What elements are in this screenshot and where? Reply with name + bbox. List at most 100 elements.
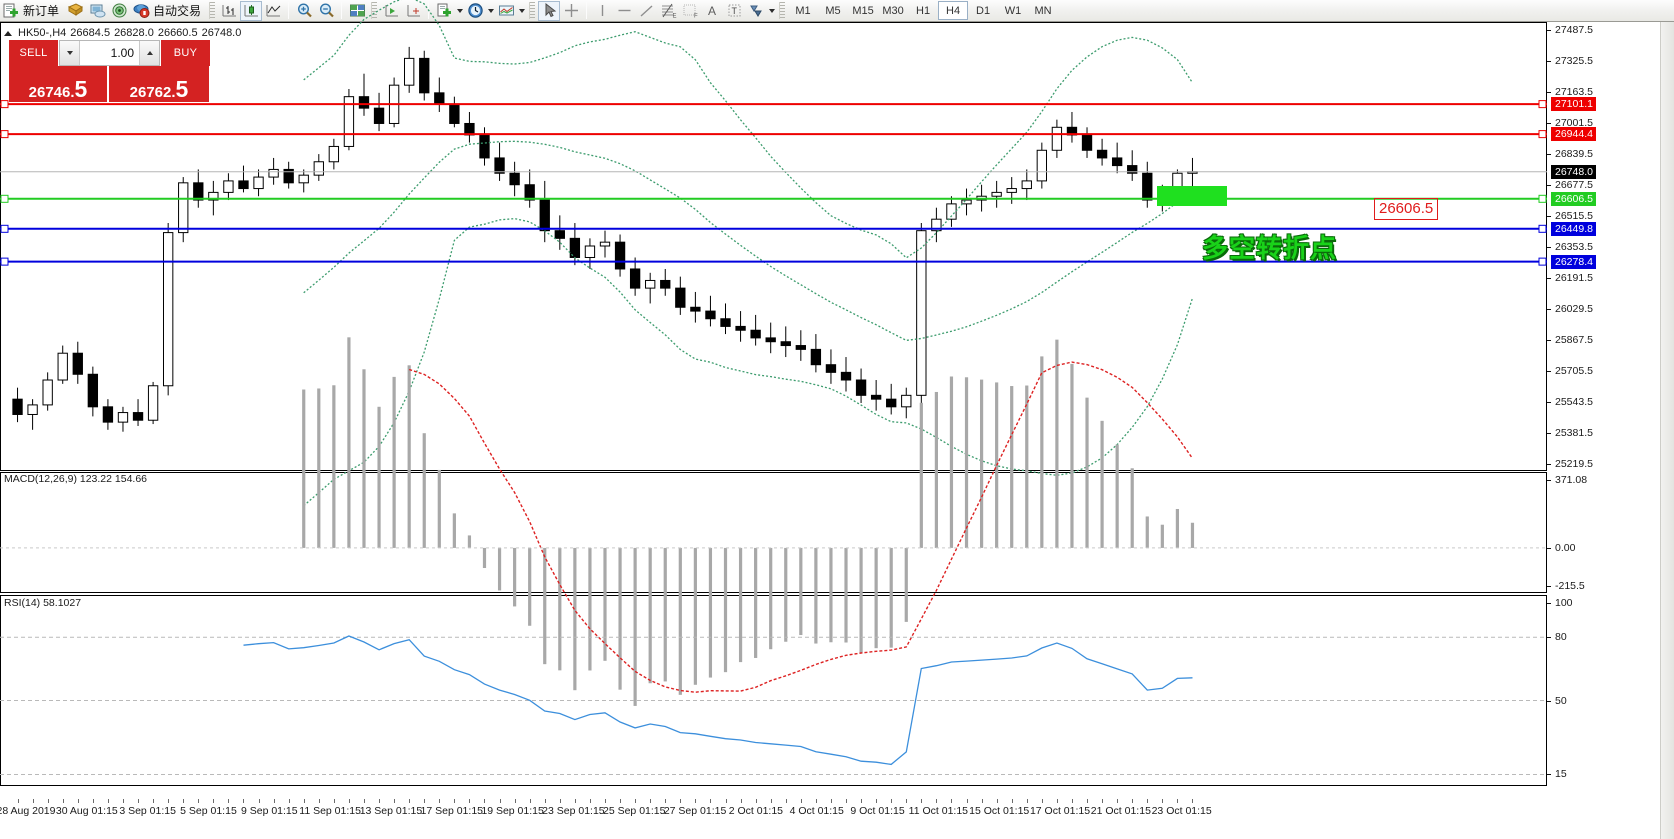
timeframe-m5[interactable]: M5 <box>825 4 841 17</box>
volume-stepper[interactable]: 1.00 <box>59 40 160 66</box>
price-level-label-current[interactable]: 26748.0 <box>1551 164 1596 179</box>
zoom-out-icon[interactable] <box>315 1 337 21</box>
chevron-down-icon[interactable] <box>486 1 495 21</box>
expert-advisors-icon[interactable] <box>130 1 152 21</box>
time-tick <box>815 799 817 803</box>
line-chart-icon[interactable] <box>262 1 284 21</box>
price-level-label-resistance[interactable]: 27101.1 <box>1551 97 1596 112</box>
time-tick <box>198 799 200 803</box>
price-level-label-support[interactable]: 26449.8 <box>1551 221 1596 236</box>
price-level-label-pivot[interactable]: 26606.5 <box>1551 191 1596 206</box>
timeframe-h4[interactable]: H4 <box>938 1 969 20</box>
auto-trading-label[interactable]: 自动交易 <box>153 4 202 18</box>
text-label-icon[interactable]: T <box>723 1 745 21</box>
crosshair-icon[interactable] <box>560 1 582 21</box>
time-scale[interactable]: 28 Aug 2019 30 Aug 01:15 3 Sep 01:15 5 Sep … <box>0 787 1547 817</box>
buy-price-integer: 26762 <box>129 84 172 101</box>
text-icon[interactable]: A <box>701 1 723 21</box>
time-tick <box>544 799 546 803</box>
time-tick <box>1071 799 1073 803</box>
chevron-down-icon[interactable] <box>455 1 464 21</box>
shapes-icon[interactable] <box>745 1 767 21</box>
macd-tick: 0.00 <box>1547 542 1575 554</box>
bar-chart-icon[interactable] <box>218 1 240 21</box>
macd-indicator-label: MACD(12,26,9) 123.22 154.66 <box>4 473 148 485</box>
time-tick <box>1026 799 1028 803</box>
rsi-indicator-label: RSI(14) 58.1027 <box>4 597 82 609</box>
buy-price-display[interactable]: 26762 . 5 <box>109 66 209 102</box>
toolbar-group-scroll <box>380 0 526 22</box>
fibonacci-retracement-icon[interactable]: E <box>657 1 679 21</box>
timeframe-m30[interactable]: M30 <box>882 4 904 17</box>
timeframe-m15[interactable]: M15 <box>852 4 874 17</box>
trendline-icon[interactable] <box>635 1 657 21</box>
vertical-scrollbar[interactable] <box>1660 22 1674 839</box>
vertical-line-icon[interactable] <box>591 1 613 21</box>
chart-collapse-icon[interactable] <box>4 30 12 36</box>
time-tick <box>755 799 757 803</box>
period-icon[interactable] <box>464 1 486 21</box>
sell-price-display[interactable]: 26746 . 5 <box>9 66 109 102</box>
time-tick <box>891 799 893 803</box>
new-order-label[interactable]: 新订单 <box>23 4 60 18</box>
zoom-in-icon[interactable] <box>293 1 315 21</box>
price-tick: 25543.5 <box>1547 396 1593 408</box>
price-tick: 25705.5 <box>1547 365 1593 377</box>
chevron-down-icon[interactable] <box>517 1 526 21</box>
buy-button[interactable]: BUY <box>160 40 210 66</box>
turning-point-annotation[interactable]: 多空转折点 <box>1202 233 1338 263</box>
volume-decrement-icon[interactable] <box>60 41 80 65</box>
book-icon[interactable] <box>64 1 86 21</box>
toolbar-grip[interactable] <box>209 2 216 19</box>
one-click-trading-panel[interactable]: SELL 1.00 BUY 26746 . 5 26762 . 5 <box>9 40 210 102</box>
chart-shift-icon[interactable] <box>402 1 424 21</box>
new-order-icon[interactable] <box>0 1 22 21</box>
timeframe-w1[interactable]: W1 <box>1004 4 1022 17</box>
pivot-price-annotation[interactable]: 26606.5 <box>1374 198 1439 220</box>
time-tick <box>499 799 501 803</box>
candlestick-chart-icon[interactable] <box>240 0 263 21</box>
rsi-tick: 15 <box>1547 768 1567 780</box>
time-tick-label: 19 Sep 01:15 <box>481 805 544 817</box>
time-tick-label: 21 Oct 01:15 <box>1090 805 1151 817</box>
volume-input[interactable]: 1.00 <box>80 41 139 65</box>
volume-increment-icon[interactable] <box>139 41 159 65</box>
time-tick <box>1117 799 1119 803</box>
time-tick <box>861 799 863 803</box>
templates-icon[interactable] <box>433 1 455 21</box>
toolbar-group-timeframes: M1 M5 M15 M30 H1 H4 D1 W1 MN <box>788 0 1058 22</box>
time-tick <box>363 799 365 803</box>
alerts-icon[interactable] <box>108 1 130 21</box>
timeframe-d1[interactable]: D1 <box>976 4 991 17</box>
time-tick <box>228 799 230 803</box>
price-level-label-support[interactable]: 26278.4 <box>1551 254 1596 269</box>
price-tick: 27001.5 <box>1547 117 1593 129</box>
pivot-highlight-rectangle[interactable] <box>1157 186 1227 206</box>
time-tick <box>710 799 712 803</box>
auto-scroll-icon[interactable] <box>380 1 402 21</box>
indicators-icon[interactable] <box>495 1 517 21</box>
toolbar-grip[interactable] <box>371 2 378 19</box>
time-tick-label: 15 Oct 01:15 <box>969 805 1030 817</box>
cursor-icon[interactable] <box>538 0 561 21</box>
timeframe-h1[interactable]: H1 <box>916 4 931 17</box>
sell-button[interactable]: SELL <box>9 40 59 66</box>
toolbar-grip[interactable] <box>779 2 786 19</box>
toolbar-grip[interactable] <box>529 2 536 19</box>
price-scale[interactable]: 27487.5 27325.5 27163.5 27001.5 26839.5 26677… <box>1547 22 1657 839</box>
equidistant-channel-icon[interactable]: F <box>679 1 701 21</box>
price-decimal-separator: . <box>171 84 176 101</box>
time-tick <box>680 799 682 803</box>
timeframe-m1[interactable]: M1 <box>795 4 811 17</box>
price-level-label-resistance[interactable]: 26944.4 <box>1551 127 1596 142</box>
time-tick-label: 2 Oct 01:15 <box>728 805 784 817</box>
data-window-icon[interactable] <box>346 1 368 21</box>
chevron-down-icon[interactable] <box>767 1 776 21</box>
timeframe-mn[interactable]: MN <box>1034 4 1052 17</box>
time-tick <box>17 799 19 803</box>
terminal-icon[interactable] <box>86 1 108 21</box>
time-tick <box>454 799 456 803</box>
horizontal-line-icon[interactable] <box>613 1 635 21</box>
time-tick <box>168 799 170 803</box>
